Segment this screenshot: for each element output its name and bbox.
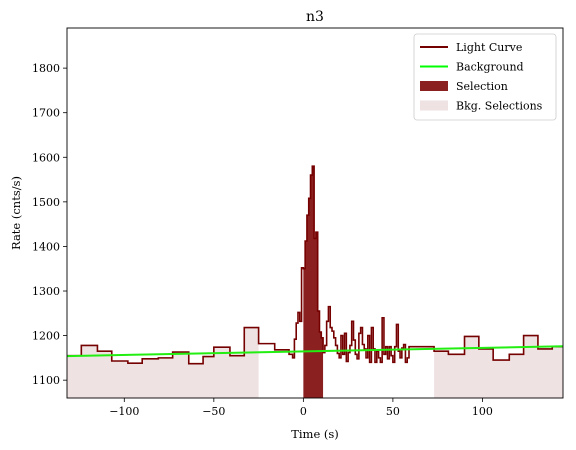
y-tick-label: 1100 xyxy=(32,374,60,387)
legend-label: Selection xyxy=(456,80,508,93)
y-tick-label: 1200 xyxy=(32,330,60,343)
x-tick-label: 0 xyxy=(300,405,307,418)
x-axis: −100 −50 0 50 100 xyxy=(109,398,493,418)
bkg-selections xyxy=(67,327,563,398)
y-tick-label: 1500 xyxy=(32,196,60,209)
y-tick-label: 1300 xyxy=(32,285,60,298)
legend: Light Curve Background Selection Bkg. Selec… xyxy=(413,33,557,121)
legend-swatch xyxy=(420,100,448,111)
legend-box xyxy=(413,33,557,121)
light-curve-series xyxy=(67,165,563,365)
x-tick-label: 100 xyxy=(472,405,493,418)
x-tick-label: 50 xyxy=(386,405,400,418)
legend-label: Background xyxy=(456,61,524,74)
legend-label: Light Curve xyxy=(456,41,522,54)
plot-frame xyxy=(66,27,564,399)
chart-title: n3 xyxy=(306,9,324,25)
background-series xyxy=(67,345,563,358)
legend-label: Bkg. Selections xyxy=(456,100,543,113)
y-tick-label: 1600 xyxy=(32,151,60,164)
bkg-selection-region xyxy=(67,327,259,398)
selection-region xyxy=(303,166,324,398)
bkg-selection-region xyxy=(434,335,563,398)
y-tick-label: 1800 xyxy=(32,62,60,75)
legend-swatch xyxy=(420,81,448,91)
y-tick-label: 1400 xyxy=(32,240,60,253)
y-axis: 1100 1200 1300 1400 1500 1600 1700 1800 xyxy=(32,62,67,387)
x-axis-title: Time (s) xyxy=(291,427,339,441)
x-tick-label: −100 xyxy=(109,405,139,418)
y-axis-title: Rate (cnts/s) xyxy=(9,176,23,250)
x-tick-label: −50 xyxy=(202,405,225,418)
y-tick-label: 1700 xyxy=(32,107,60,120)
selections xyxy=(303,166,324,398)
